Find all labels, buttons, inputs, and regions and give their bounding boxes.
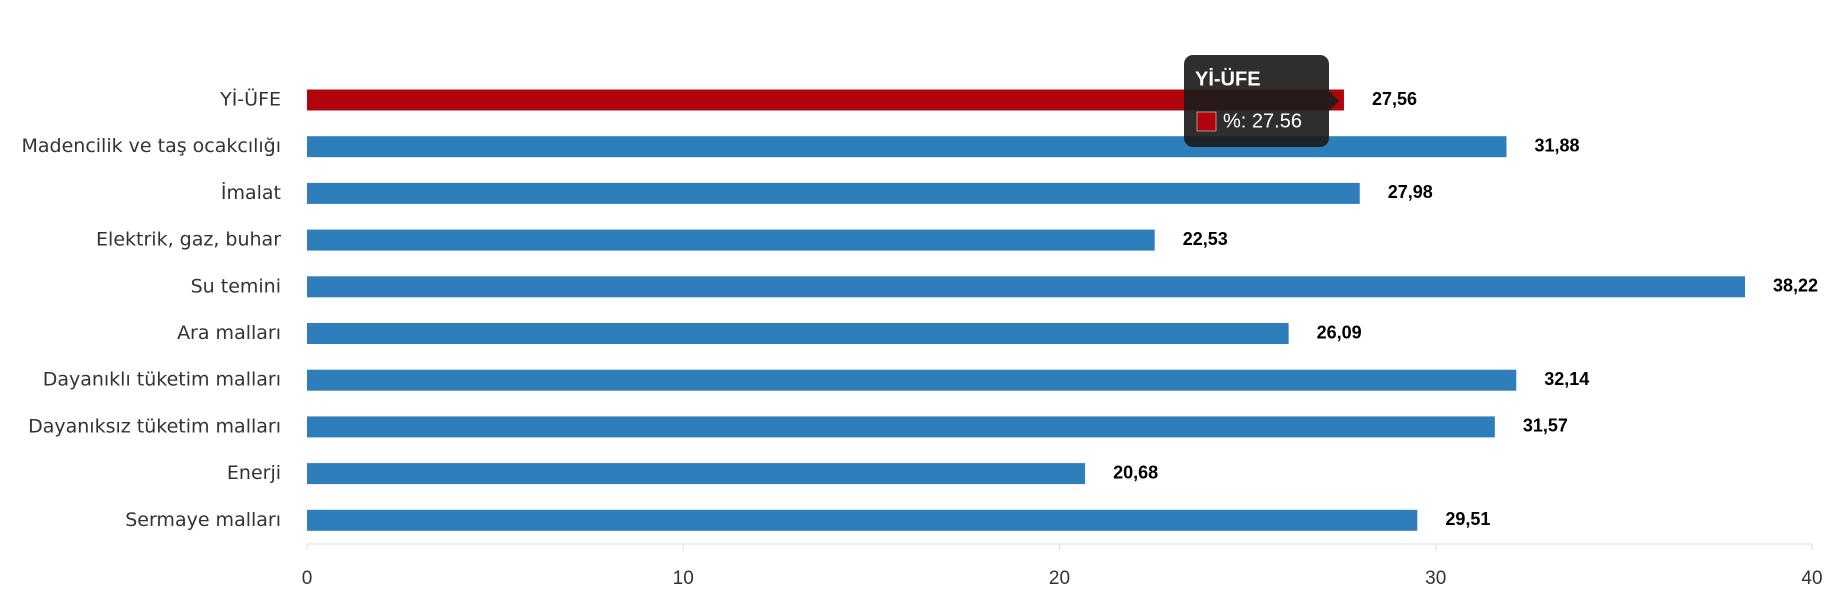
category-label: Elektrik, gaz, buhar [96, 229, 281, 251]
value-label: 26,09 [1317, 322, 1362, 342]
x-tick-label: 10 [673, 568, 694, 589]
x-tick-label: 0 [302, 568, 313, 589]
bar [307, 416, 1495, 438]
tooltip-arrow [1329, 91, 1339, 111]
category-label: Sermaye malları [125, 509, 281, 531]
x-tick-label: 30 [1425, 568, 1446, 589]
bar [307, 229, 1155, 251]
tooltip: Yİ-ÜFE %: 27.56 [1184, 55, 1339, 147]
tooltip-swatch [1196, 111, 1217, 132]
value-label: 32,14 [1544, 369, 1589, 389]
category-label: Enerji [227, 462, 281, 484]
value-label: 31,57 [1523, 416, 1568, 436]
value-label: 29,51 [1445, 509, 1490, 529]
category-label: Su temini [191, 275, 281, 297]
bar [307, 369, 1517, 391]
value-label: 22,53 [1183, 229, 1228, 249]
category-label: Ara malları [177, 322, 281, 344]
value-label: 27,98 [1388, 182, 1433, 202]
x-tick-label: 20 [1049, 568, 1070, 589]
bar [307, 89, 1344, 111]
category-label: İmalat [221, 181, 281, 204]
value-label: 31,88 [1534, 135, 1579, 155]
category-label: Madencilik ve taş ocakcılığı [22, 135, 282, 157]
tooltip-text: %: 27.56 [1223, 110, 1302, 132]
tooltip-box [1184, 55, 1329, 147]
bar [307, 276, 1746, 298]
category-label: Dayanıksız tüketim malları [28, 415, 281, 437]
category-label: Yİ-ÜFE [219, 88, 281, 111]
category-label: Dayanıklı tüketim malları [43, 369, 281, 391]
tooltip-title: Yİ-ÜFE [1195, 67, 1261, 90]
bar [307, 323, 1289, 344]
value-label: 27,56 [1372, 89, 1417, 109]
bar [307, 509, 1418, 531]
value-label: 38,22 [1773, 276, 1818, 296]
bar [307, 182, 1360, 204]
bar [307, 463, 1086, 485]
x-tick-label: 40 [1801, 568, 1822, 589]
value-label: 20,68 [1113, 462, 1158, 482]
